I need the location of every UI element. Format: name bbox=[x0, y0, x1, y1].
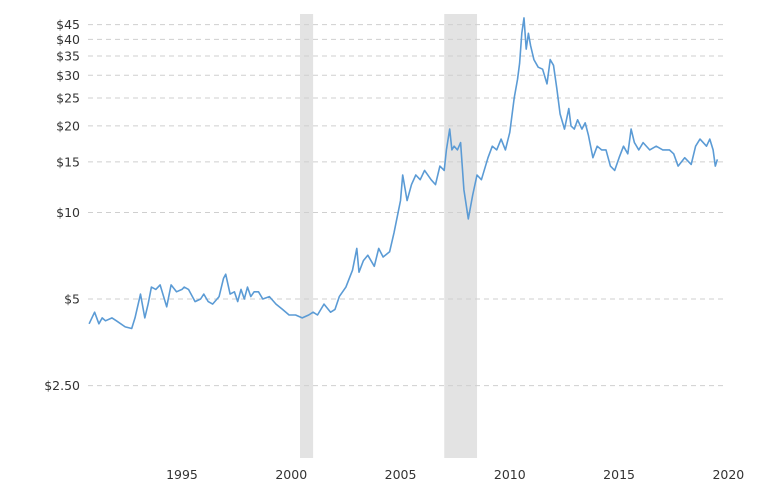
y-tick-label: $2.50 bbox=[44, 378, 80, 393]
y-tick-label: $30 bbox=[56, 68, 80, 83]
x-tick-label: 2015 bbox=[603, 467, 635, 482]
y-tick-label: $15 bbox=[56, 154, 80, 169]
x-axis-tick-labels: 1995 2000 2005 2010 2015 2020 bbox=[166, 467, 744, 482]
y-tick-label: $40 bbox=[56, 32, 80, 47]
y-tick-label: $35 bbox=[56, 49, 80, 64]
x-tick-label: 2000 bbox=[275, 467, 307, 482]
y-tick-label: $10 bbox=[56, 205, 80, 220]
x-tick-label: 1995 bbox=[166, 467, 198, 482]
y-tick-label: $45 bbox=[56, 17, 80, 32]
y-axis-tick-labels: $2.50 $5 $10 $15 $20 $25 $30 $35 $40$45 bbox=[44, 17, 80, 393]
y-tick-label: $5 bbox=[64, 292, 80, 307]
y-tick-label: $25 bbox=[56, 91, 80, 106]
recession-band-1 bbox=[300, 14, 314, 458]
x-tick-label: 2010 bbox=[494, 467, 526, 482]
grid-lines bbox=[88, 24, 724, 387]
recession-bands bbox=[300, 14, 478, 458]
series-lines bbox=[88, 17, 719, 330]
x-tick-label: 2005 bbox=[385, 467, 417, 482]
recession-band-2 bbox=[444, 14, 478, 458]
x-tick-label: 2020 bbox=[712, 467, 744, 482]
series-line-1 bbox=[88, 17, 719, 330]
y-tick-label: $20 bbox=[56, 118, 80, 133]
